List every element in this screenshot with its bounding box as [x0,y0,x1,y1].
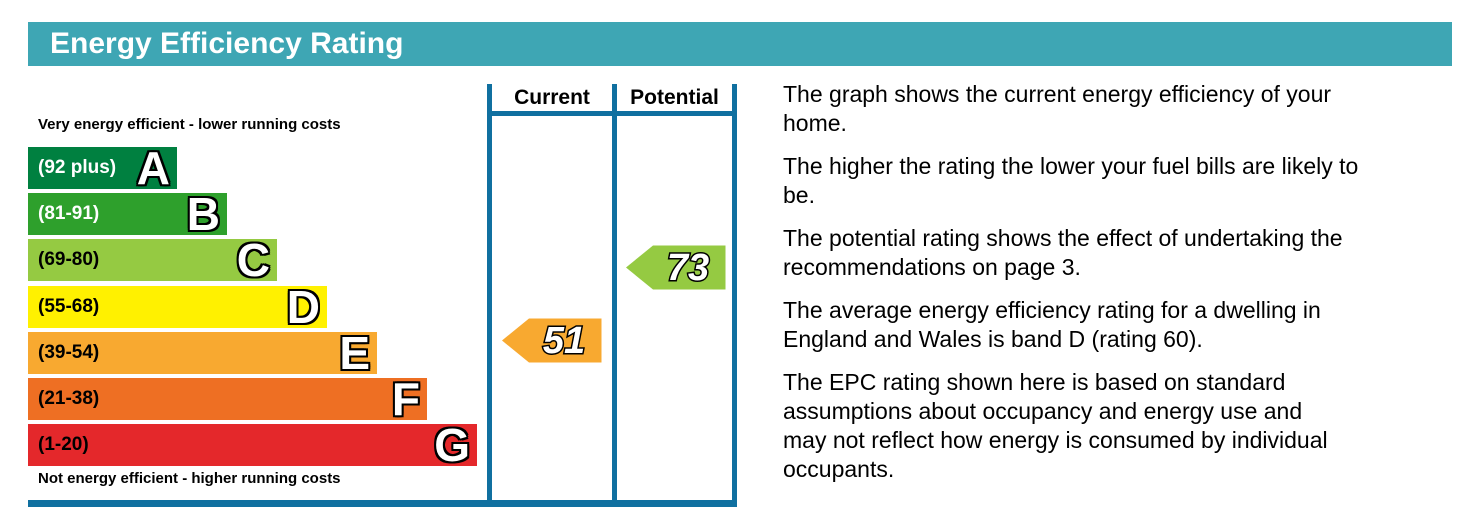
paragraph-4: The average energy efficiency rating for… [783,297,1321,352]
band-range-label: (81-91) [38,203,100,224]
band-letter: C [236,234,270,286]
top-caption: Very energy efficient - lower running co… [38,116,341,133]
band-range-label: (1-20) [38,434,89,455]
band-a: (92 plus) A [28,142,177,194]
svg-text:51: 51 [543,320,585,362]
column-divider-right [732,84,737,500]
column-divider-middle [612,84,617,500]
band-e: (39-54) E [28,327,377,379]
page-title: Energy Efficiency Rating [50,27,404,60]
bottom-caption: Not energy efficient - higher running co… [38,470,341,487]
band-letter: E [339,327,370,379]
svg-text:73: 73 [667,247,709,289]
paragraph-2: The higher the rating the lower your fue… [783,153,1359,208]
column-divider-left [487,84,492,500]
current-rating-arrow: 51 [502,318,602,363]
band-g: (1-20) G [28,419,477,471]
band-letter: F [391,373,420,425]
column-header-rule [487,111,737,116]
current-column-header: Current [514,86,590,109]
paragraph-3: The potential rating shows the effect of… [783,225,1343,280]
band-letter: G [434,419,470,471]
potential-column-header: Potential [630,86,719,109]
band-letter: B [186,188,220,240]
chart-baseline [28,500,737,507]
page-title-bar: Energy Efficiency Rating [28,22,1452,66]
band-b: (81-91) B [28,188,227,240]
paragraph-5: The EPC rating shown here is based on st… [783,369,1328,482]
description-text: The graph shows the current energy effic… [783,80,1443,498]
band-range-label: (69-80) [38,249,100,270]
band-range-label: (55-68) [38,296,100,317]
band-range-label: (39-54) [38,342,100,363]
band-range-label: (21-38) [38,388,100,409]
band-f: (21-38) F [28,373,427,425]
band-letter: A [136,142,170,194]
paragraph-1: The graph shows the current energy effic… [783,81,1332,136]
band-d: (55-68) D [28,281,327,333]
band-c: (69-80) C [28,234,277,286]
potential-rating-arrow: 73 [626,245,726,290]
band-range-label: (92 plus) [38,157,117,178]
band-letter: D [286,281,320,333]
